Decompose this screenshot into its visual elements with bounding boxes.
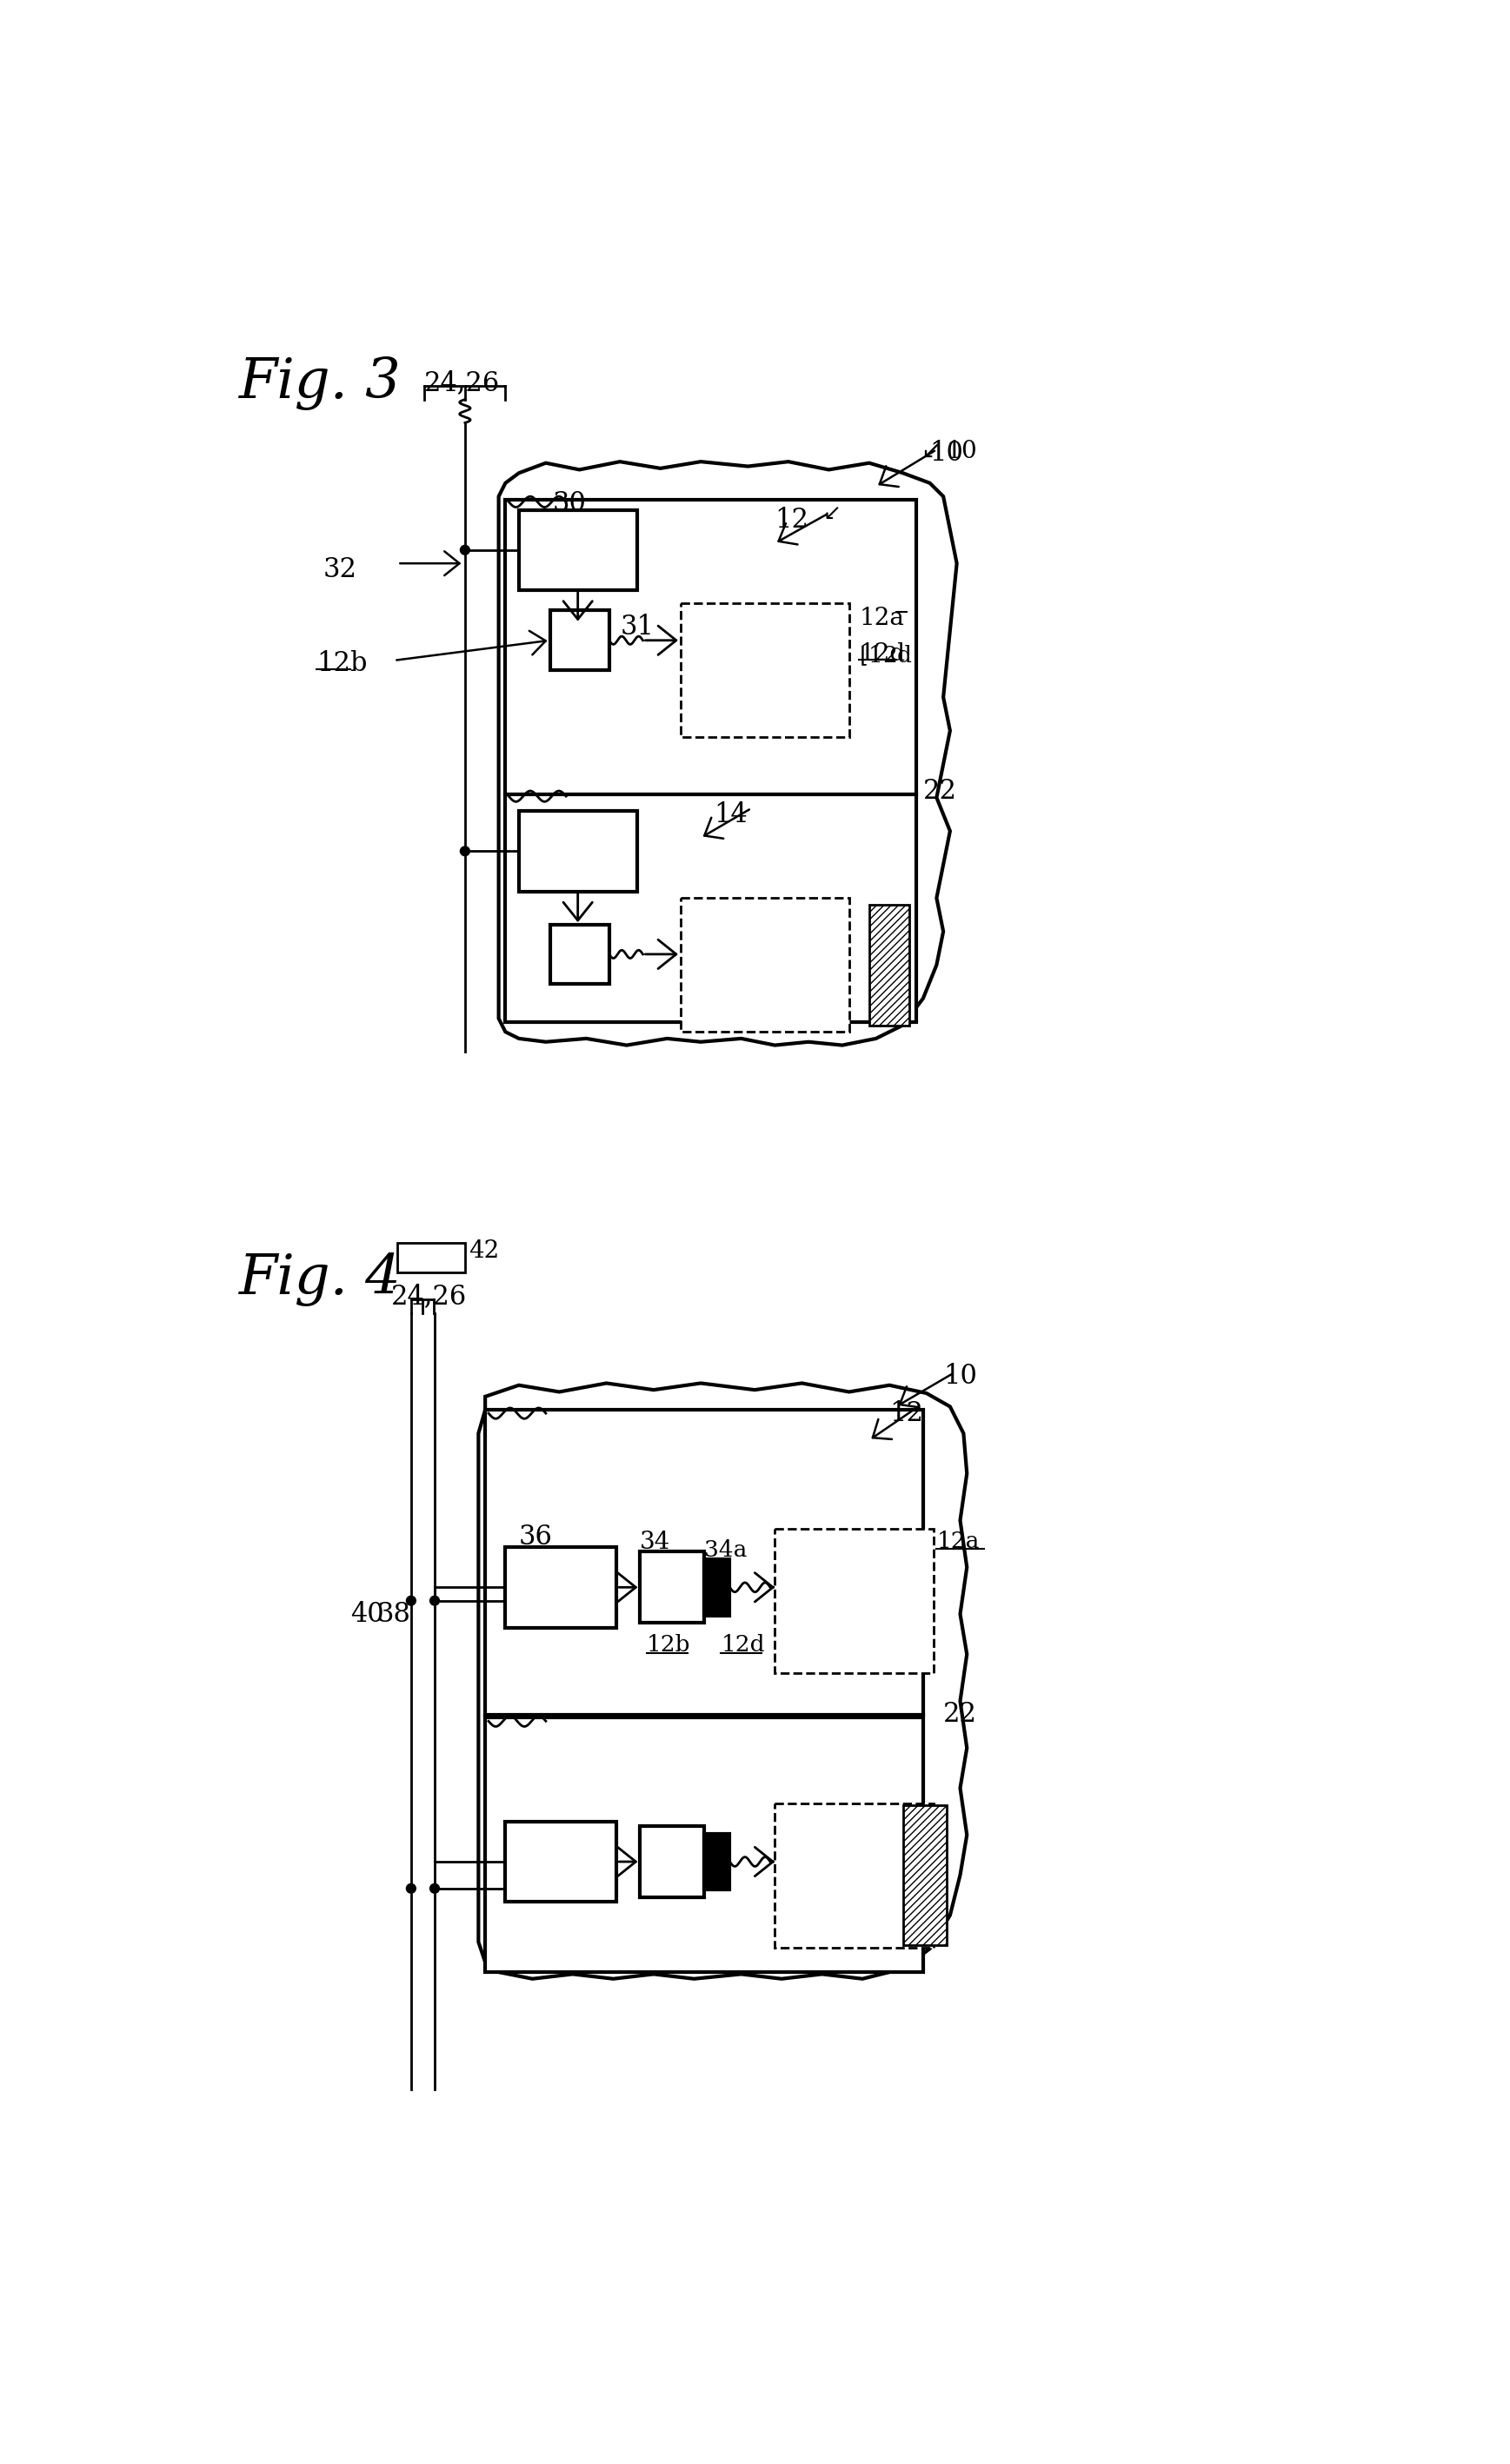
Text: 40: 40 xyxy=(350,1602,384,1629)
Text: 22: 22 xyxy=(944,1700,977,1727)
Bar xyxy=(519,510,637,591)
Text: 14: 14 xyxy=(714,801,747,828)
Bar xyxy=(506,793,917,1023)
Text: 36: 36 xyxy=(519,1523,553,1550)
Text: 12: 12 xyxy=(775,508,809,532)
Text: 32: 32 xyxy=(323,557,358,584)
Bar xyxy=(550,611,609,670)
Text: 38: 38 xyxy=(378,1602,411,1629)
Circle shape xyxy=(461,848,470,855)
Bar xyxy=(704,1560,729,1616)
Bar xyxy=(903,1804,947,1947)
Text: 42: 42 xyxy=(468,1239,498,1262)
Text: 12a: 12a xyxy=(936,1530,980,1552)
Text: 12d: 12d xyxy=(859,643,906,665)
Circle shape xyxy=(461,545,470,554)
Bar xyxy=(506,1821,616,1902)
Bar xyxy=(681,897,849,1032)
Circle shape xyxy=(430,1597,439,1607)
Text: 34: 34 xyxy=(640,1530,670,1555)
Text: $\swarrow$: $\swarrow$ xyxy=(818,503,840,525)
Text: 10: 10 xyxy=(944,1363,977,1390)
Text: 22: 22 xyxy=(923,779,957,803)
Bar xyxy=(640,1552,704,1624)
Text: 24,26: 24,26 xyxy=(391,1284,467,1311)
Bar xyxy=(681,604,849,737)
Bar xyxy=(775,1530,933,1673)
Text: Fig. 3: Fig. 3 xyxy=(239,355,402,409)
Bar xyxy=(485,1717,923,1971)
Text: 30: 30 xyxy=(553,490,586,517)
Bar xyxy=(506,1547,616,1626)
Circle shape xyxy=(406,1885,415,1892)
Bar xyxy=(704,1833,729,1890)
Bar xyxy=(519,811,637,892)
Text: 12b: 12b xyxy=(646,1634,690,1656)
Text: $\lfloor$12d: $\lfloor$12d xyxy=(859,643,914,668)
Circle shape xyxy=(406,1597,415,1607)
Text: Fig. 4: Fig. 4 xyxy=(239,1252,402,1306)
Bar xyxy=(870,904,909,1025)
Text: 10: 10 xyxy=(930,439,963,466)
Text: 31: 31 xyxy=(621,614,654,641)
Text: 12: 12 xyxy=(889,1400,923,1427)
Text: 12b: 12b xyxy=(317,650,367,678)
Text: 12d: 12d xyxy=(720,1634,766,1656)
Bar xyxy=(397,1242,465,1274)
Text: 24,26: 24,26 xyxy=(424,370,500,397)
Text: 12a: 12a xyxy=(859,606,904,631)
Bar xyxy=(485,1409,923,1715)
Bar xyxy=(775,1804,933,1947)
Text: 34a: 34a xyxy=(704,1540,747,1560)
Text: $\swarrow$10: $\swarrow$10 xyxy=(917,439,977,463)
Circle shape xyxy=(430,1885,439,1892)
Bar xyxy=(640,1826,704,1897)
Bar xyxy=(506,500,917,793)
Bar xyxy=(550,924,609,983)
